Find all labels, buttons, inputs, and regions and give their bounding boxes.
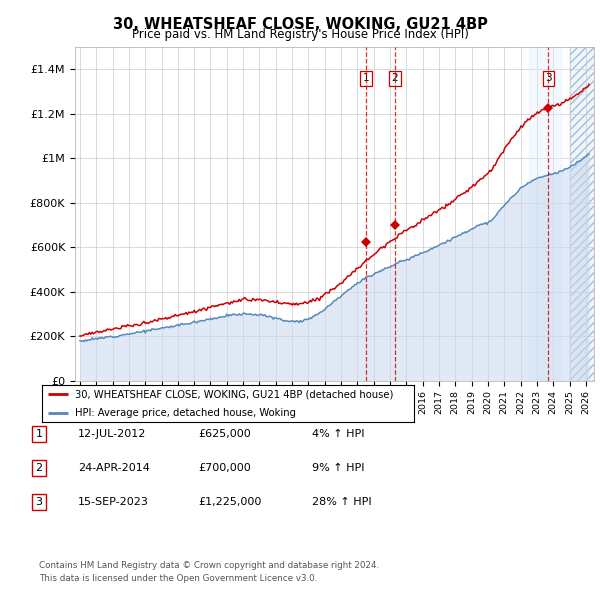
Text: £700,000: £700,000 [198,463,251,473]
Text: 28% ↑ HPI: 28% ↑ HPI [312,497,371,507]
Text: 2: 2 [35,463,43,473]
Text: 3: 3 [545,73,552,83]
Text: 15-SEP-2023: 15-SEP-2023 [78,497,149,507]
Text: 1: 1 [362,73,370,83]
Text: 12-JUL-2012: 12-JUL-2012 [78,429,146,438]
Text: 1: 1 [35,429,43,438]
Text: 4% ↑ HPI: 4% ↑ HPI [312,429,365,438]
Text: HPI: Average price, detached house, Woking: HPI: Average price, detached house, Woki… [76,408,296,418]
Bar [569,47,599,381]
Text: £625,000: £625,000 [198,429,251,438]
Text: 24-APR-2014: 24-APR-2014 [78,463,150,473]
Text: 9% ↑ HPI: 9% ↑ HPI [312,463,365,473]
Text: 3: 3 [35,497,43,507]
Text: 30, WHEATSHEAF CLOSE, WOKING, GU21 4BP: 30, WHEATSHEAF CLOSE, WOKING, GU21 4BP [113,17,487,31]
Text: 30, WHEATSHEAF CLOSE, WOKING, GU21 4BP (detached house): 30, WHEATSHEAF CLOSE, WOKING, GU21 4BP (… [76,389,394,399]
Text: £1,225,000: £1,225,000 [198,497,262,507]
Text: 2: 2 [392,73,398,83]
Text: Price paid vs. HM Land Registry's House Price Index (HPI): Price paid vs. HM Land Registry's House … [131,28,469,41]
Text: Contains HM Land Registry data © Crown copyright and database right 2024.
This d: Contains HM Land Registry data © Crown c… [39,562,379,583]
Bar [529,47,562,381]
Bar [569,47,599,381]
